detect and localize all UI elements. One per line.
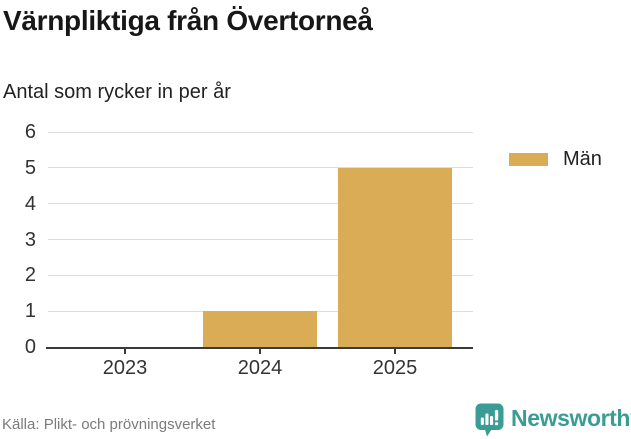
x-axis-tick-marks: [0, 349, 631, 355]
gridline: [48, 239, 473, 240]
chart-subtitle: Antal som rycker in per år: [3, 81, 231, 103]
newsworthy-logo-link[interactable]: Newsworthy: [475, 403, 631, 437]
chart-title: Värnpliktiga från Övertorneå: [3, 5, 373, 36]
gridline: [48, 131, 473, 133]
legend-swatch-man: [509, 152, 548, 166]
x-tick-label: 2025: [372, 357, 418, 379]
gridline: [48, 310, 473, 312]
x-tick-label: 2023: [102, 357, 148, 379]
x-tick-label: 2024: [237, 357, 283, 379]
y-tick-label: 1: [24, 300, 36, 323]
x-tick-mark: [124, 349, 126, 354]
y-axis-labels: 0 1 2 3 4 5 6: [0, 122, 36, 357]
x-tick-mark: [394, 349, 396, 354]
y-tick-label: 2: [24, 264, 36, 287]
gridline: [48, 167, 473, 169]
bar-2025: [338, 167, 452, 347]
bar-2024: [203, 311, 317, 347]
newsworthy-bubble-chart-icon: [475, 403, 504, 437]
legend-label-man: Män: [563, 148, 602, 170]
gridline: [48, 274, 473, 276]
gridline: [48, 203, 473, 205]
x-tick-mark: [259, 349, 261, 354]
legend: Män: [509, 148, 602, 170]
newsworthy-wordmark: Newsworthy: [511, 405, 631, 431]
source-note: Källa: Plikt- och prövningsverket: [2, 416, 216, 433]
y-tick-label: 0: [24, 336, 36, 358]
y-tick-label: 5: [24, 156, 36, 179]
x-axis-labels: 2023 2024 2025: [0, 357, 631, 381]
y-tick-label: 6: [24, 121, 36, 143]
y-tick-label: 4: [24, 192, 36, 215]
plot-area: [46, 131, 473, 349]
y-tick-label: 3: [24, 228, 36, 251]
